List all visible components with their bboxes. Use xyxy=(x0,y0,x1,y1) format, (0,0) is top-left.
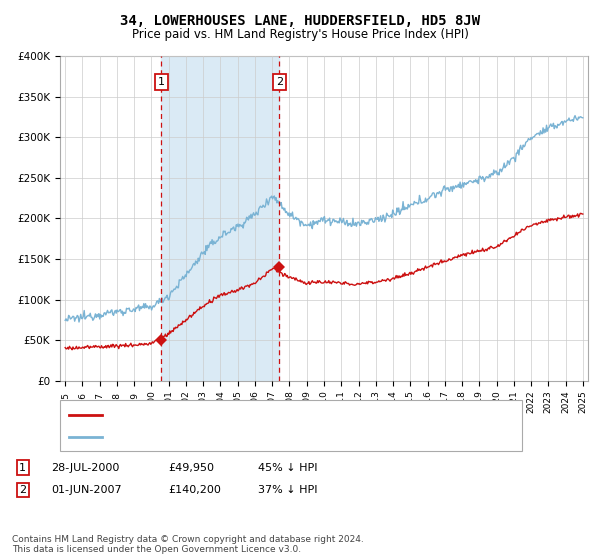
Text: 34, LOWERHOUSES LANE, HUDDERSFIELD, HD5 8JW (detached house): 34, LOWERHOUSES LANE, HUDDERSFIELD, HD5 … xyxy=(107,409,451,419)
Text: 2: 2 xyxy=(19,485,26,495)
Text: 2: 2 xyxy=(276,77,283,87)
Text: £49,950: £49,950 xyxy=(168,463,214,473)
Text: 28-JUL-2000: 28-JUL-2000 xyxy=(51,463,119,473)
Text: Contains HM Land Registry data © Crown copyright and database right 2024.
This d: Contains HM Land Registry data © Crown c… xyxy=(12,535,364,554)
Text: Price paid vs. HM Land Registry's House Price Index (HPI): Price paid vs. HM Land Registry's House … xyxy=(131,28,469,41)
Text: 01-JUN-2007: 01-JUN-2007 xyxy=(51,485,122,495)
Bar xyxy=(161,56,280,381)
Text: 1: 1 xyxy=(158,77,165,87)
Text: 37% ↓ HPI: 37% ↓ HPI xyxy=(258,485,317,495)
Text: 34, LOWERHOUSES LANE, HUDDERSFIELD, HD5 8JW: 34, LOWERHOUSES LANE, HUDDERSFIELD, HD5 … xyxy=(120,14,480,28)
Text: £140,200: £140,200 xyxy=(168,485,221,495)
Text: 45% ↓ HPI: 45% ↓ HPI xyxy=(258,463,317,473)
Text: HPI: Average price, detached house, Kirklees: HPI: Average price, detached house, Kirk… xyxy=(107,432,326,442)
Text: 1: 1 xyxy=(19,463,26,473)
